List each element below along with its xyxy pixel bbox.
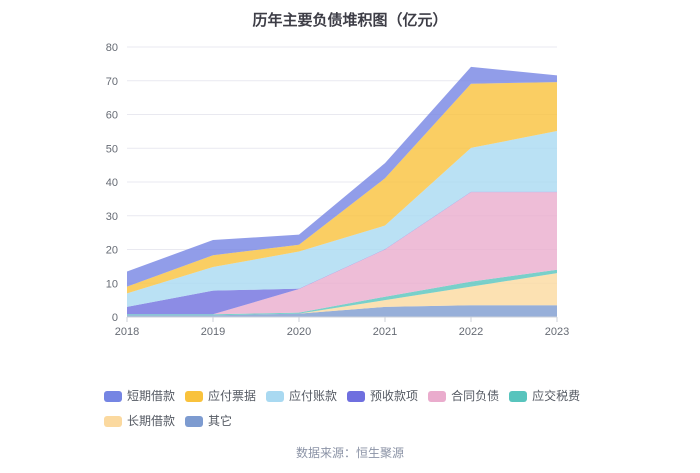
legend-swatch-icon bbox=[185, 415, 204, 427]
legend-item-1[interactable]: 应付票据 bbox=[185, 389, 256, 403]
legend-label: 长期借款 bbox=[127, 414, 176, 428]
y-axis-tick-label: 10 bbox=[106, 278, 118, 290]
x-axis-tick-label: 2023 bbox=[545, 326, 569, 338]
y-axis-tick-label: 80 bbox=[106, 42, 118, 54]
legend-swatch-icon bbox=[185, 390, 204, 402]
legend-swatch-icon bbox=[266, 390, 285, 402]
legend-item-0[interactable]: 短期借款 bbox=[104, 389, 175, 403]
stacked-area-chart[interactable]: 0 10 20 30 40 50 60 70 80 2018 2019 2020 2021 2022 202… bbox=[0, 0, 700, 380]
legend-label: 合同负债 bbox=[451, 389, 500, 403]
chart-title: 历年主要负债堆积图（亿元） bbox=[252, 12, 448, 29]
area-series-3 bbox=[127, 191, 557, 315]
y-axis-tick-label: 40 bbox=[106, 177, 118, 189]
y-axis-tick-label: 30 bbox=[106, 211, 118, 223]
legend-swatch-icon bbox=[509, 390, 528, 402]
legend-items: 短期借款 应付票据 应付账款 预收款项 合同负债 应交税费长期借款 其它 bbox=[104, 389, 596, 428]
y-axis-tick-label: 70 bbox=[106, 76, 118, 88]
legend-item-4[interactable]: 合同负债 bbox=[428, 389, 499, 403]
y-axis-tick-label: 50 bbox=[106, 143, 118, 155]
x-axis-tick-label: 2022 bbox=[459, 326, 483, 338]
area-series-1 bbox=[127, 82, 557, 294]
legend-swatch-icon bbox=[347, 390, 366, 402]
legend-label: 应交税费 bbox=[532, 389, 581, 403]
area-series-6 bbox=[127, 273, 557, 316]
legend-item-7[interactable]: 其它 bbox=[185, 414, 232, 428]
legend-swatch-icon bbox=[104, 415, 122, 427]
area-series-5 bbox=[127, 269, 557, 316]
legend-swatch-icon bbox=[104, 390, 122, 402]
legend-item-2[interactable]: 应付账款 bbox=[266, 389, 337, 403]
area-series-7 bbox=[127, 305, 557, 317]
x-axis-tick-label: 2021 bbox=[373, 326, 397, 338]
legend-label: 短期借款 bbox=[127, 389, 176, 403]
area-series-0 bbox=[127, 66, 557, 287]
legend-swatch-icon bbox=[428, 390, 447, 402]
x-axis-tick-label: 2020 bbox=[287, 326, 311, 338]
chart-legend: 短期借款 应付票据 应付账款 预收款项 合同负债 应交税费长期借款 其它 bbox=[0, 389, 700, 428]
x-axis-tick-label: 2018 bbox=[115, 326, 139, 338]
legend-label: 应付票据 bbox=[208, 389, 257, 403]
y-axis-tick-label: 20 bbox=[106, 245, 118, 257]
y-axis-tick-label: 60 bbox=[106, 110, 118, 122]
legend-label: 应付账款 bbox=[289, 389, 338, 403]
area-series-4 bbox=[127, 192, 557, 315]
x-axis-tick-label: 2019 bbox=[201, 326, 225, 338]
data-source: 数据来源：恒生聚源 bbox=[295, 446, 404, 460]
legend-label: 其它 bbox=[208, 414, 233, 428]
y-axis-tick-label: 0 bbox=[112, 312, 118, 324]
legend-item-5[interactable]: 应交税费 bbox=[509, 389, 580, 403]
legend-item-6[interactable]: 长期借款 bbox=[104, 414, 175, 428]
area-series-2 bbox=[127, 131, 557, 307]
legend-item-3[interactable]: 预收款项 bbox=[347, 389, 418, 403]
legend-label: 预收款项 bbox=[370, 389, 419, 403]
